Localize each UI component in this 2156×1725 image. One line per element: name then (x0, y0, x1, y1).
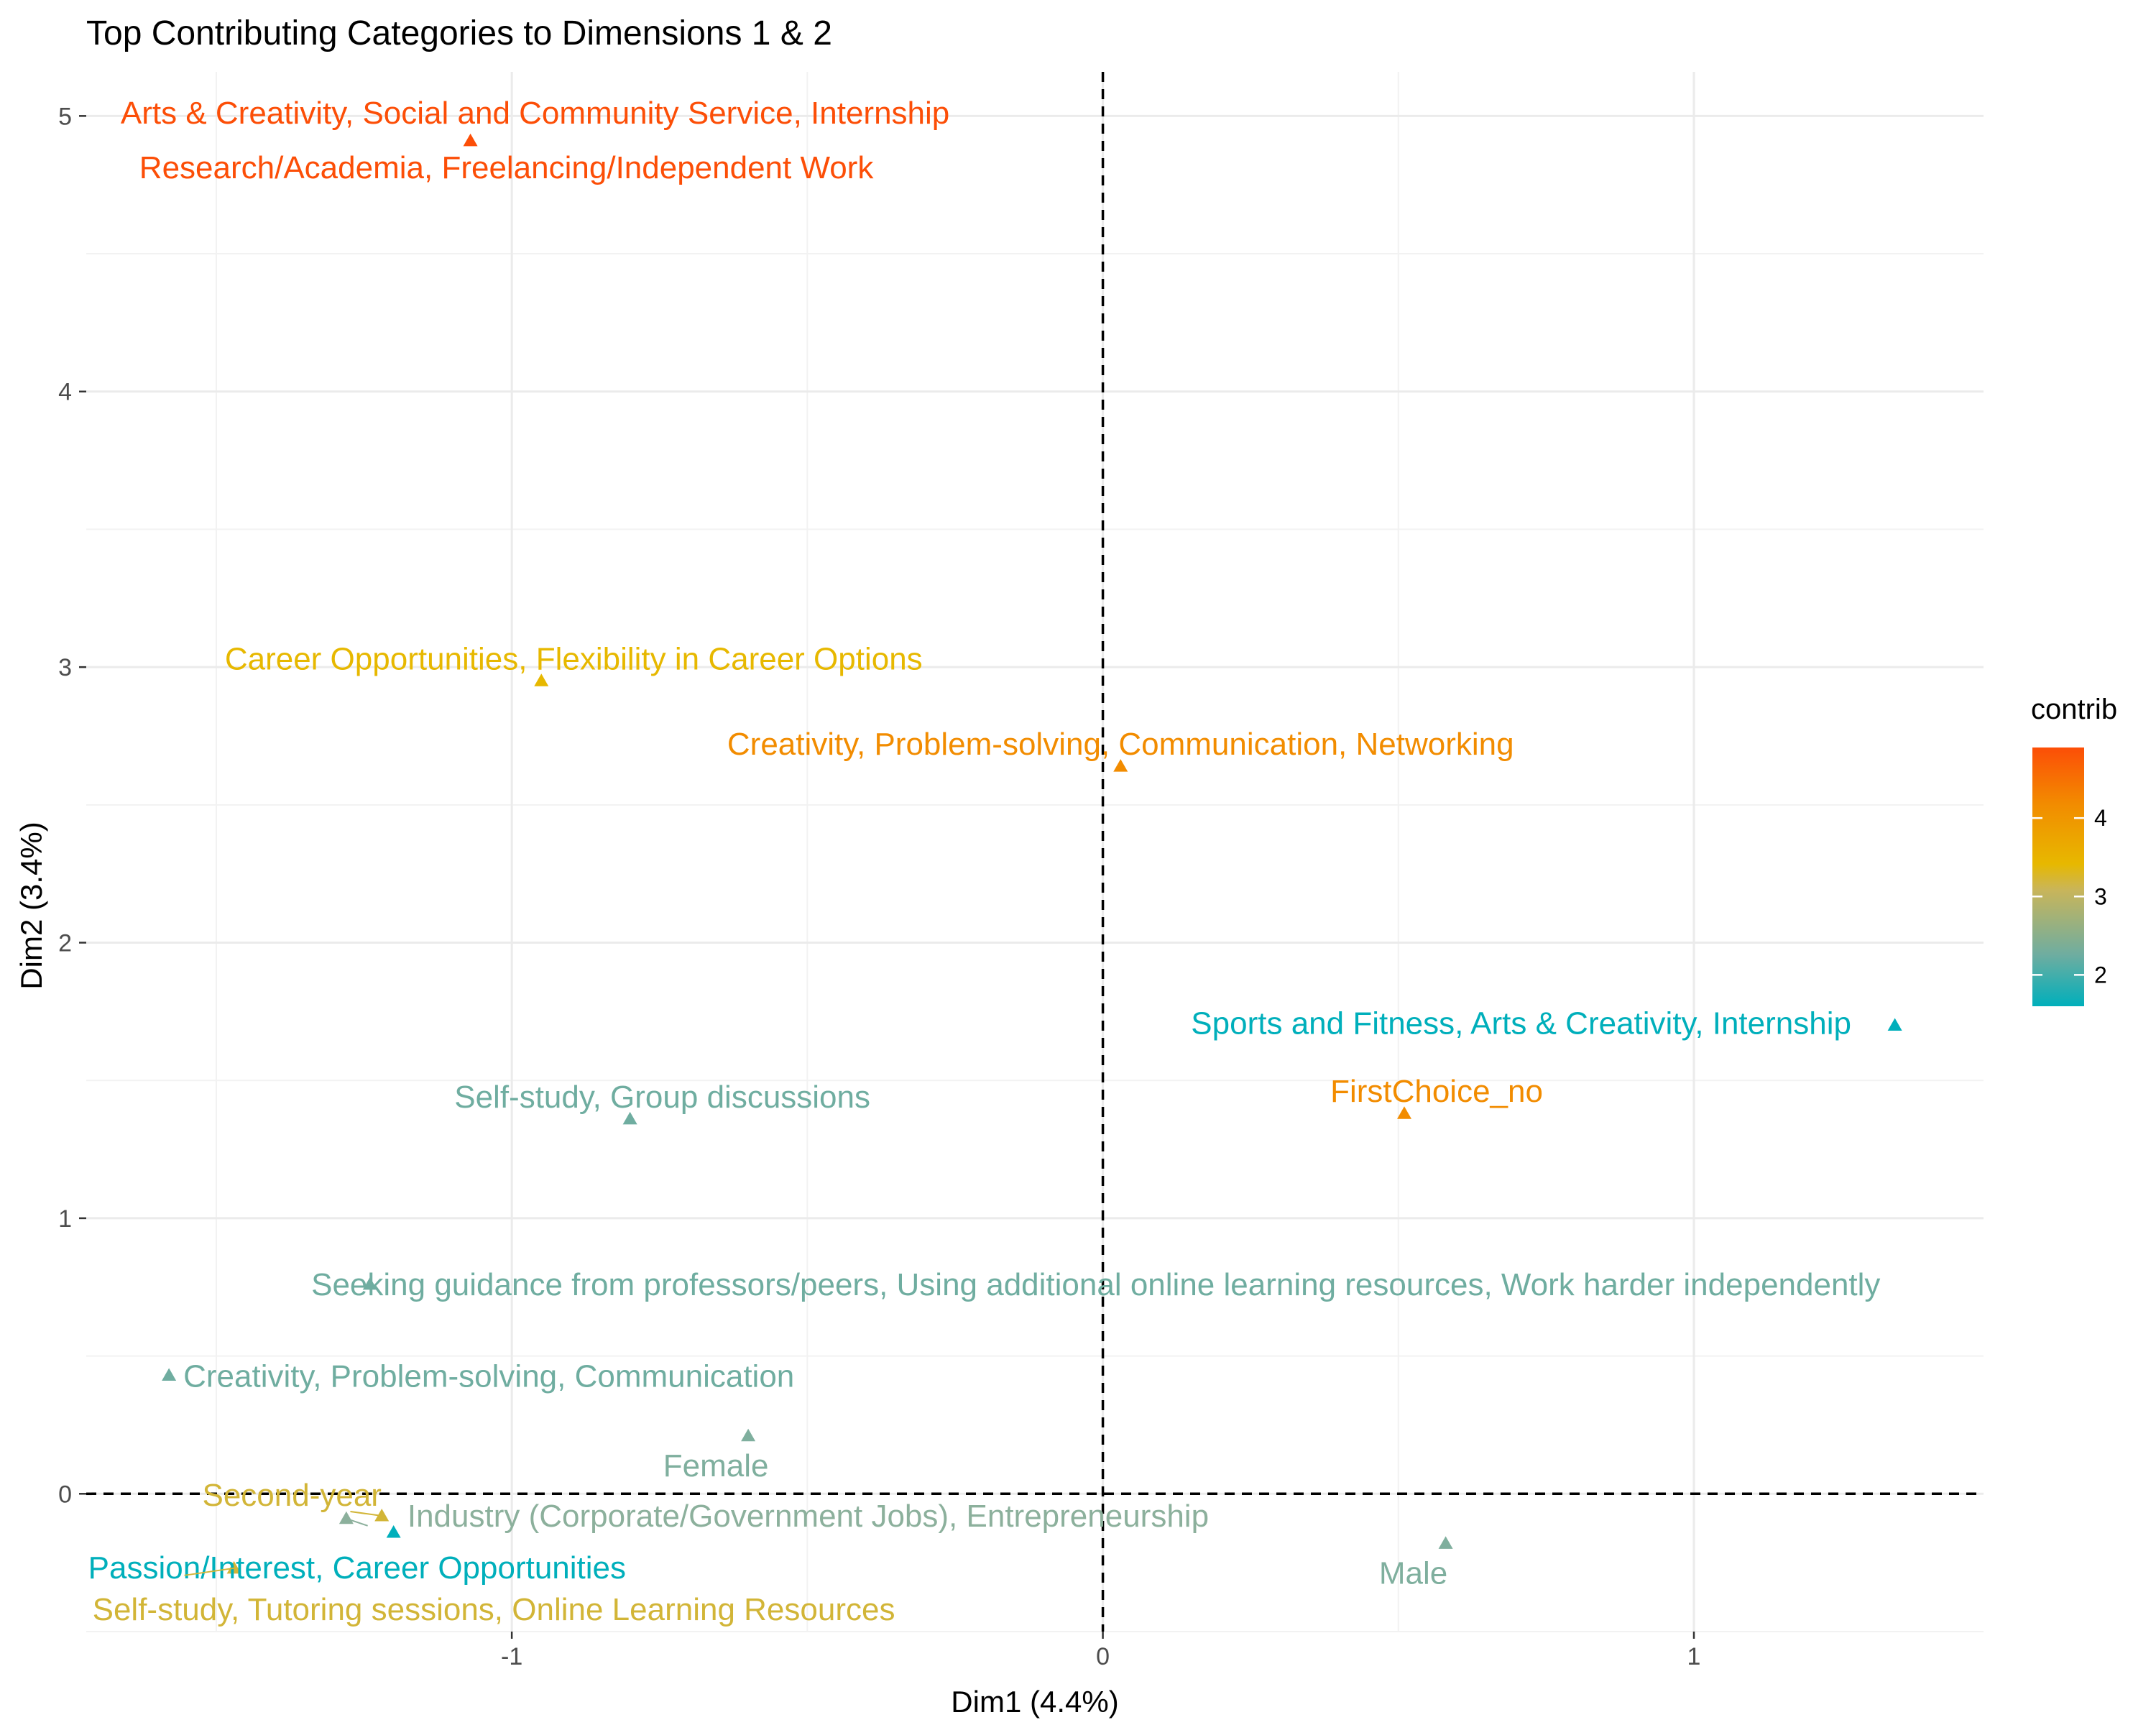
data-point-label: Seeking guidance from professors/peers, … (311, 1267, 1880, 1302)
y-tick-label: 3 (58, 654, 72, 681)
legend-tick-label: 4 (2094, 805, 2107, 831)
data-point-label: Self-study, Group discussions (454, 1080, 870, 1115)
data-point-marker (741, 1428, 756, 1442)
x-tick-label: 1 (1687, 1643, 1701, 1670)
data-point-label-line: Creativity, Problem-solving, Communicati… (183, 1358, 794, 1394)
data-point-label-line: Passion/Interest, Career Opportunities (88, 1550, 626, 1586)
legend-ticks: 2 3 4 (2032, 805, 2107, 988)
data-point-label-line: Industry (Corporate/Government Jobs), En… (407, 1499, 1209, 1534)
data-point-marker (226, 1560, 241, 1574)
data-point-label-line: Arts & Creativity, Social and Community … (121, 96, 949, 131)
data-point-label: Creativity, Problem-solving, Communicati… (727, 727, 1514, 762)
data-point-marker (386, 1524, 401, 1538)
data-point-marker (534, 673, 549, 686)
data-point-label: Sports and Fitness, Arts & Creativity, I… (1191, 1006, 1851, 1041)
data-point-label-line: Seeking guidance from professors/peers, … (311, 1267, 1880, 1302)
data-point-label: Creativity, Problem-solving, Communicati… (183, 1358, 794, 1394)
y-axis-title: Dim2 (3.4%) (14, 822, 48, 989)
data-point-label-line: Second-year (202, 1478, 381, 1513)
data-point-marker (622, 1111, 637, 1125)
data-point-label: FirstChoice_no (1330, 1074, 1543, 1109)
data-point-label-line: Self-study, Group discussions (454, 1080, 870, 1115)
label-leader-line (346, 1517, 368, 1527)
legend-colorbar (2032, 748, 2084, 1006)
point-labels: Arts & Creativity, Social and Community … (88, 96, 1881, 1627)
data-point-marker (362, 1276, 377, 1290)
data-point-label: Male (1379, 1555, 1447, 1591)
data-point-label-line: Self-study, Tutoring sessions, Online Le… (93, 1592, 895, 1627)
y-tick-label: 2 (58, 930, 72, 957)
data-point-label: Second-year (202, 1478, 381, 1513)
data-point-label: Female (663, 1448, 769, 1484)
data-point-label-line: Sports and Fitness, Arts & Creativity, I… (1191, 1006, 1851, 1041)
data-points (162, 133, 1902, 1574)
y-tick-label: 4 (58, 379, 72, 406)
y-tick-label: 5 (58, 103, 72, 130)
data-point-label-line: FirstChoice_no (1330, 1074, 1543, 1109)
data-point-marker (1397, 1106, 1412, 1119)
data-point-label: Industry (Corporate/Government Jobs), En… (407, 1499, 1209, 1534)
axis-ticks: -1 0 1 0 1 2 3 4 5 (58, 103, 1700, 1670)
data-point-label-line: Male (1379, 1555, 1447, 1591)
x-axis-title: Dim1 (4.4%) (951, 1685, 1118, 1719)
data-point-label: Passion/Interest, Career Opportunities (88, 1550, 626, 1586)
legend-title: contrib (2031, 694, 2117, 725)
label-leader-line (184, 1567, 234, 1576)
data-point-marker (338, 1511, 354, 1524)
data-point-label-line: Research/Academia, Freelancing/Independe… (139, 150, 875, 185)
label-leader-line (350, 1510, 382, 1517)
data-point-label: Arts & Creativity, Social and Community … (121, 96, 949, 185)
chart-title: Top Contributing Categories to Dimension… (86, 14, 832, 52)
data-point-marker (162, 1368, 177, 1381)
color-legend: contrib 2 3 4 (2031, 694, 2117, 1006)
data-point-label-line: Creativity, Problem-solving, Communicati… (727, 727, 1514, 762)
data-point-marker (463, 133, 478, 147)
data-point-label-line: Female (663, 1448, 769, 1484)
x-tick-label: 0 (1096, 1643, 1110, 1670)
reference-lines (86, 72, 1984, 1632)
data-point-marker (1113, 759, 1128, 772)
minor-gridlines (86, 72, 1984, 1632)
data-point-label-line: Career Opportunities, Flexibility in Car… (225, 641, 923, 676)
data-point-marker (1438, 1536, 1453, 1549)
data-point-marker (374, 1508, 390, 1522)
y-tick-label: 1 (58, 1205, 72, 1233)
data-point-label: Self-study, Tutoring sessions, Online Le… (93, 1592, 895, 1627)
legend-tick-label: 2 (2094, 962, 2107, 988)
x-tick-label: -1 (501, 1643, 522, 1670)
y-tick-label: 0 (58, 1481, 72, 1508)
legend-tick-label: 3 (2094, 883, 2107, 909)
data-point-marker (1887, 1018, 1902, 1031)
data-point-label: Career Opportunities, Flexibility in Car… (225, 641, 923, 676)
